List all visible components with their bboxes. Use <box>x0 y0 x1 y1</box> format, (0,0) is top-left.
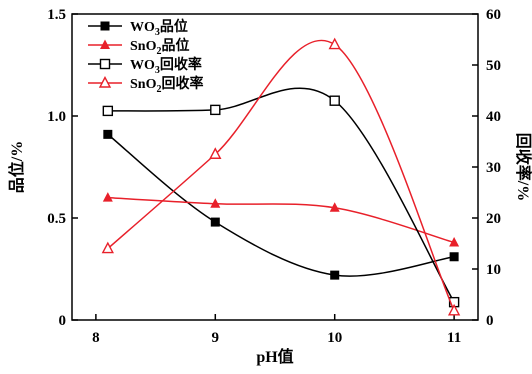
data-point <box>330 270 340 280</box>
y-right-tick-label: 10 <box>486 262 501 278</box>
axis-ticks: 8 9 10 11 0 0.5 1.0 1.5 0 10 20 30 40 50 60 <box>47 7 501 346</box>
y-right-tick-label: 50 <box>486 58 501 74</box>
data-point <box>210 198 221 208</box>
series-line-2 <box>107 87 455 303</box>
x-tick-label: 9 <box>212 330 220 346</box>
y-right-tick-label: 0 <box>486 313 494 329</box>
data-point <box>103 129 113 139</box>
y-axis-right-title: 回收率/% <box>514 133 532 201</box>
y-axis-left-title: 品位/% <box>7 141 26 193</box>
series-line-1 <box>107 196 455 244</box>
legend-marker <box>99 58 111 70</box>
legend-marker <box>98 75 112 88</box>
series-line-0 <box>107 133 455 277</box>
y-right-tick-label: 40 <box>486 109 501 125</box>
y-left-tick-label: 0.5 <box>47 211 66 227</box>
x-tick-label: 11 <box>447 330 461 346</box>
data-point <box>210 217 220 227</box>
y-left-tick-label: 1.5 <box>47 7 66 23</box>
legend-label: WO3品位 <box>130 18 188 38</box>
data-point <box>449 236 460 247</box>
data-point <box>329 95 340 106</box>
legend-marker <box>100 39 110 49</box>
legend-label: SnO2回收率 <box>130 75 203 95</box>
data-point <box>102 192 113 202</box>
data-point <box>209 147 222 159</box>
data-point <box>328 37 341 50</box>
x-axis-title: pH值 <box>256 347 293 366</box>
x-tick-label: 10 <box>327 330 342 346</box>
data-point <box>210 104 221 116</box>
data-point <box>447 303 461 316</box>
x-tick-label: 8 <box>92 330 100 346</box>
y-right-tick-label: 20 <box>486 211 501 227</box>
legend-label: SnO2品位 <box>130 37 189 57</box>
data-point <box>329 202 340 212</box>
series-line-3 <box>107 39 455 312</box>
series-group <box>101 37 461 316</box>
legend-label: WO3回收率 <box>130 56 202 76</box>
y-right-tick-label: 30 <box>486 160 501 176</box>
data-point <box>101 241 114 254</box>
y-left-tick-label: 0 <box>59 313 67 329</box>
data-point <box>102 105 114 117</box>
legend-marker <box>100 21 110 31</box>
data-point <box>449 252 459 262</box>
y-right-tick-label: 60 <box>486 7 501 23</box>
y-left-tick-label: 1.0 <box>47 109 66 125</box>
